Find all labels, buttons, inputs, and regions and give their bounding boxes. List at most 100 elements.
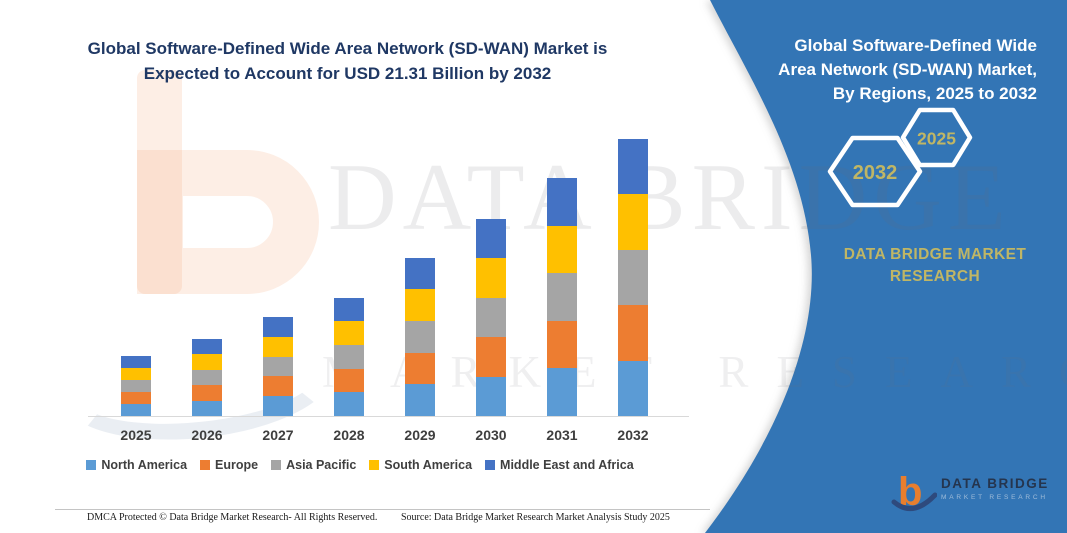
x-axis-label-2030: 2030 [475,427,507,443]
x-axis-label-2029: 2029 [404,427,436,443]
legend-swatch-asia-pacific [271,460,282,470]
x-axis-label-2031: 2031 [546,427,578,443]
stacked-bar-2032 [618,139,648,416]
legend-swatch-middle-east-and-africa [485,460,496,470]
legend-item-middle-east-and-africa: Middle East and Africa [485,458,634,472]
right-panel-title-line1: Global Software-Defined Wide [794,36,1037,55]
hexagon-2025 [900,107,973,168]
chart-title: Global Software-Defined Wide Area Networ… [40,36,655,86]
segment-north-america-2031 [547,368,577,416]
stacked-bar-2026 [192,338,222,416]
brand-name-line1: DATA BRIDGE MARKET [843,246,1027,263]
segment-north-america-2029 [405,384,435,416]
x-axis-line [88,416,689,417]
segment-middle-east-and-africa-2028 [334,297,364,322]
brand-name-line2: RESEARCH [889,268,981,285]
stacked-bar-2027 [263,317,293,416]
legend-label-south-america: South America [384,458,473,472]
x-axis-label-2032: 2032 [617,427,649,443]
segment-south-america-2027 [263,336,293,357]
chart-title-line1: Global Software-Defined Wide Area Networ… [87,39,608,58]
x-axis-label-2025: 2025 [120,427,152,443]
stacked-bar-2030 [476,218,506,416]
segment-middle-east-and-africa-2026 [192,338,222,354]
segment-north-america-2026 [192,400,222,416]
segment-europe-2028 [334,368,364,393]
hexagon-2025-label: 2025 [917,129,956,149]
dbmr-logo: b DATA BRIDGE MARKET RESEARCH [891,468,1049,514]
stacked-bar-2028 [334,297,364,416]
dbmr-logo-text: DATA BRIDGE MARKET RESEARCH [941,476,1049,501]
segment-europe-2025 [121,392,151,404]
dmca-notice: DMCA Protected © Data Bridge Market Rese… [87,512,378,523]
legend-item-south-america: South America [369,458,472,472]
segment-south-america-2026 [192,354,222,370]
year-hexagons: 2032 2025 [827,107,973,208]
segment-north-america-2027 [263,396,293,416]
segment-asia-pacific-2032 [618,249,648,306]
hexagon-2032 [827,135,923,208]
segment-north-america-2032 [618,360,648,416]
legend-label-europe: Europe [215,458,259,472]
segment-europe-2027 [263,376,293,397]
legend-label-north-america: North America [101,458,188,472]
segment-europe-2032 [618,305,648,361]
segment-south-america-2025 [121,368,151,380]
segment-middle-east-and-africa-2032 [618,139,648,195]
legend-label-asia-pacific: Asia Pacific [286,458,357,472]
segment-south-america-2032 [618,194,648,250]
x-axis-label-2027: 2027 [262,427,294,443]
right-panel-title-line3: By Regions, 2025 to 2032 [832,84,1037,103]
brand-name: DATA BRIDGE MARKET RESEARCH [790,244,1067,288]
segment-south-america-2028 [334,321,364,345]
watermark-text-line1: DATA BRIDGE [328,144,1012,250]
segment-middle-east-and-africa-2030 [476,218,506,258]
segment-south-america-2029 [405,289,435,321]
dbmr-logo-icon: b [891,470,937,514]
segment-middle-east-and-africa-2031 [547,178,577,226]
segment-europe-2030 [476,337,506,377]
segment-asia-pacific-2027 [263,356,293,377]
x-axis-label-2026: 2026 [191,427,223,443]
segment-asia-pacific-2029 [405,320,435,353]
segment-south-america-2030 [476,258,506,298]
stacked-bar-2031 [547,178,577,416]
right-panel-title: Global Software-Defined Wide Area Networ… [717,34,1037,106]
legend-label-middle-east-and-africa: Middle East and Africa [500,458,634,472]
x-axis-label-2028: 2028 [333,427,365,443]
segment-asia-pacific-2028 [334,344,364,369]
legend-swatch-south-america [369,460,380,470]
stacked-bar-2029 [405,257,435,416]
segment-middle-east-and-africa-2029 [405,257,435,290]
segment-europe-2026 [192,385,222,401]
segment-asia-pacific-2025 [121,380,151,392]
segment-north-america-2030 [476,376,506,416]
logo-wordmark: DATA BRIDGE [941,476,1049,491]
segment-middle-east-and-africa-2027 [263,317,293,337]
segment-asia-pacific-2030 [476,297,506,337]
stacked-bar-2025 [121,356,151,416]
chart-title-line2: Expected to Account for USD 21.31 Billio… [143,64,552,83]
legend-item-asia-pacific: Asia Pacific [271,458,356,472]
legend-item-north-america: North America [86,458,187,472]
segment-asia-pacific-2031 [547,273,577,321]
hexagon-2032-label: 2032 [853,162,898,184]
legend-swatch-north-america [86,460,97,470]
source-note: Source: Data Bridge Market Research Mark… [401,512,670,523]
logo-tagline: MARKET RESEARCH [941,494,1048,501]
segment-middle-east-and-africa-2025 [121,356,151,368]
right-panel-title-line2: Area Network (SD-WAN) Market, [778,60,1037,79]
legend-item-europe: Europe [200,458,258,472]
segment-europe-2031 [547,320,577,369]
segment-north-america-2028 [334,392,364,416]
segment-north-america-2025 [121,404,151,416]
chart-legend: North America Europe Asia Pacific South Ame… [30,458,690,472]
legend-swatch-europe [200,460,211,470]
watermark-text-line2: MARKET RESEARCH [322,347,1067,397]
segment-europe-2029 [405,352,435,385]
segment-asia-pacific-2026 [192,369,222,385]
segment-south-america-2031 [547,225,577,274]
